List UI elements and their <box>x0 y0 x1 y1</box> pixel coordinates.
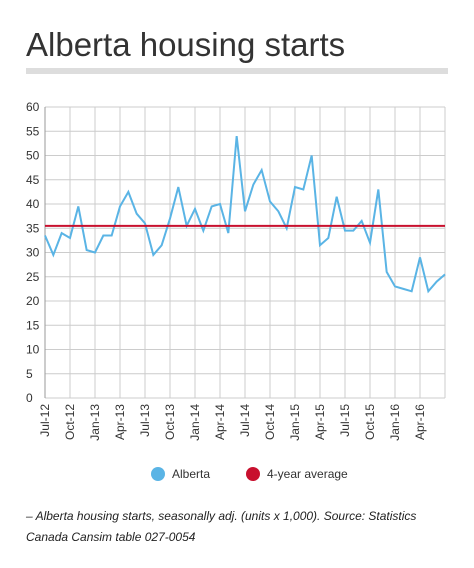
x-tick-label: Jul-12 <box>38 404 52 437</box>
x-tick-label: Apr-16 <box>413 404 427 440</box>
y-tick-label: 10 <box>26 343 40 357</box>
x-tick-label: Jan-13 <box>88 404 102 441</box>
x-tick-label: Jan-14 <box>188 404 202 441</box>
y-tick-label: 60 <box>26 100 40 114</box>
legend-label: 4-year average <box>267 467 348 481</box>
x-tick-label: Oct-15 <box>363 404 377 440</box>
y-tick-label: 30 <box>26 246 40 260</box>
y-tick-label: 25 <box>26 270 40 284</box>
y-tick-label: 50 <box>26 149 40 163</box>
y-tick-label: 40 <box>26 197 40 211</box>
x-tick-label: Oct-12 <box>63 404 77 440</box>
y-tick-label: 20 <box>26 294 40 308</box>
y-tick-label: 5 <box>26 367 33 381</box>
footnote: – Alberta housing starts, seasonally adj… <box>26 509 417 544</box>
chart-title: Alberta housing starts <box>26 26 346 63</box>
x-tick-label: Jul-14 <box>238 404 252 437</box>
x-tick-label: Oct-14 <box>263 404 277 440</box>
data-line <box>44 135 446 294</box>
chart: 0 5 10 15 20 25 30 35 40 45 50 55 60 Jul-12 Oct-12 Jan-… <box>26 100 446 481</box>
y-tick-label: 15 <box>26 318 40 332</box>
title-rule <box>26 68 448 74</box>
x-tick-label: Apr-15 <box>313 404 327 440</box>
legend-swatch <box>151 467 165 481</box>
y-tick-label: 45 <box>26 173 40 187</box>
legend-swatch <box>246 467 260 481</box>
legend-label: Alberta <box>172 467 210 481</box>
x-tick-label: Apr-14 <box>213 404 227 440</box>
x-tick-label: Jan-16 <box>388 404 402 441</box>
y-tick-label: 35 <box>26 221 40 235</box>
x-tick-label: Jul-15 <box>338 404 352 437</box>
x-tick-label: Oct-13 <box>163 404 177 440</box>
x-tick-label: Apr-13 <box>113 404 127 440</box>
y-tick-label: 55 <box>26 124 40 138</box>
x-tick-label: Jul-13 <box>138 404 152 437</box>
y-tick-label: 0 <box>26 391 33 405</box>
x-tick-label: Jan-15 <box>288 404 302 441</box>
